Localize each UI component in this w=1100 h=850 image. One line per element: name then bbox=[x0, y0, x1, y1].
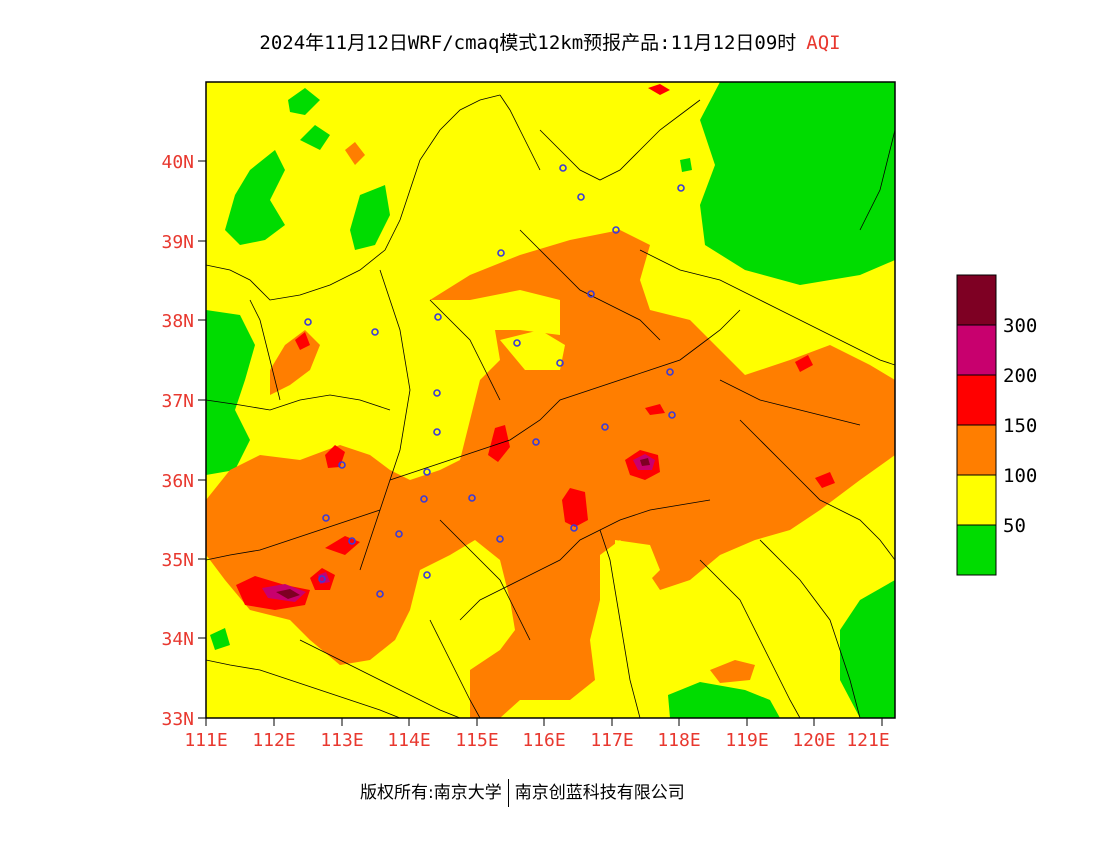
aqi-region-unhealthy-7 bbox=[645, 404, 665, 415]
legend-label: 200 bbox=[1003, 365, 1037, 387]
aqi-region-good-southeast bbox=[840, 580, 895, 718]
lat-tick-label: 40N bbox=[161, 152, 194, 173]
legend-swatch-hazardous bbox=[956, 274, 997, 326]
lon-tick-label: 116E bbox=[522, 730, 565, 751]
map-title-text: 2024年11月12日WRF/cmaq模式12km预报产品:11月12日09时 bbox=[259, 32, 797, 54]
aqi-region-good-south bbox=[668, 682, 780, 718]
admin-boundaries bbox=[206, 94, 895, 718]
aqi-region-unhealthy-5 bbox=[562, 488, 588, 527]
lat-tick-label: 35N bbox=[161, 550, 194, 571]
aqi-region-hazardous-east bbox=[640, 458, 650, 466]
lat-tick-label: 37N bbox=[161, 391, 194, 412]
lon-tick-label: 114E bbox=[387, 730, 430, 751]
legend-swatch-moderate bbox=[956, 474, 997, 526]
lon-tick-label: 112E bbox=[252, 730, 295, 751]
aqi-region-hazardous-west bbox=[276, 589, 300, 599]
legend-swatch-very-unhealthy bbox=[956, 324, 997, 376]
aqi-region-good-north-3 bbox=[300, 125, 330, 150]
aqi-region-sensitive-north-dot bbox=[345, 142, 365, 165]
footer-separator bbox=[507, 779, 509, 807]
aqi-region-sensitive-hole-2 bbox=[615, 540, 660, 590]
aqi-region-unhealthy-10 bbox=[295, 332, 310, 350]
aqi-region-unhealthy-8 bbox=[795, 355, 813, 372]
aqi-region-good-north-1 bbox=[350, 185, 390, 250]
lat-tick-label: 39N bbox=[161, 232, 194, 253]
legend-label: 300 bbox=[1003, 315, 1037, 337]
lat-tick-label: 38N bbox=[161, 311, 194, 332]
lon-tick-label: 120E bbox=[792, 730, 835, 751]
variable-label: AQI bbox=[806, 32, 841, 54]
aqi-legend: 50 100 150 200 300 bbox=[956, 274, 1037, 576]
lon-tick-label: 113E bbox=[320, 730, 363, 751]
company-name: 南京创蓝科技有限公司 bbox=[514, 783, 685, 803]
legend-swatch-unhealthy bbox=[956, 374, 997, 426]
aqi-region-sensitive-south bbox=[710, 660, 755, 683]
aqi-region-good-northeast bbox=[700, 82, 895, 285]
latitude-axis: 33N 34N 35N 36N 37N 38N 39N 40N bbox=[161, 152, 206, 730]
aqi-region-good-east-dots bbox=[680, 158, 692, 172]
longitude-axis: 111E 112E 113E 114E 115E 116E 117E 118E … bbox=[184, 718, 890, 751]
aqi-region-good-southwest bbox=[210, 628, 230, 650]
aqi-region-good-north-west bbox=[225, 150, 285, 245]
copyright-text: 版权所有:南京大学 bbox=[360, 783, 502, 803]
lon-tick-label: 117E bbox=[590, 730, 633, 751]
aqi-region-unhealthy-2 bbox=[325, 536, 360, 555]
aqi-region-good-west bbox=[206, 310, 255, 475]
legend-label: 50 bbox=[1003, 515, 1026, 537]
legend-swatch-good bbox=[956, 524, 997, 576]
aqi-region-good-north-2 bbox=[288, 88, 320, 115]
station-markers bbox=[304, 164, 685, 598]
lat-tick-label: 34N bbox=[161, 629, 194, 650]
map-title: 2024年11月12日WRF/cmaq模式12km预报产品:11月12日09时 A… bbox=[0, 28, 1100, 55]
aqi-region-unhealthy-9 bbox=[815, 472, 835, 488]
aqi-region-unhealthy-11 bbox=[648, 84, 670, 95]
lon-tick-label: 115E bbox=[455, 730, 498, 751]
legend-label: 100 bbox=[1003, 465, 1037, 487]
lon-tick-label: 121E bbox=[846, 730, 889, 751]
legend-label: 150 bbox=[1003, 415, 1037, 437]
legend-swatch-sensitive bbox=[956, 424, 997, 476]
aqi-field bbox=[206, 82, 895, 718]
aqi-region-very-unhealthy-2 bbox=[318, 572, 330, 584]
lat-tick-label: 33N bbox=[161, 709, 194, 730]
lat-tick-label: 36N bbox=[161, 471, 194, 492]
footer: 版权所有:南京大学 南京创蓝科技有限公司 bbox=[360, 778, 685, 807]
lon-tick-label: 111E bbox=[184, 730, 227, 751]
lon-tick-label: 118E bbox=[657, 730, 700, 751]
lon-tick-label: 119E bbox=[725, 730, 768, 751]
